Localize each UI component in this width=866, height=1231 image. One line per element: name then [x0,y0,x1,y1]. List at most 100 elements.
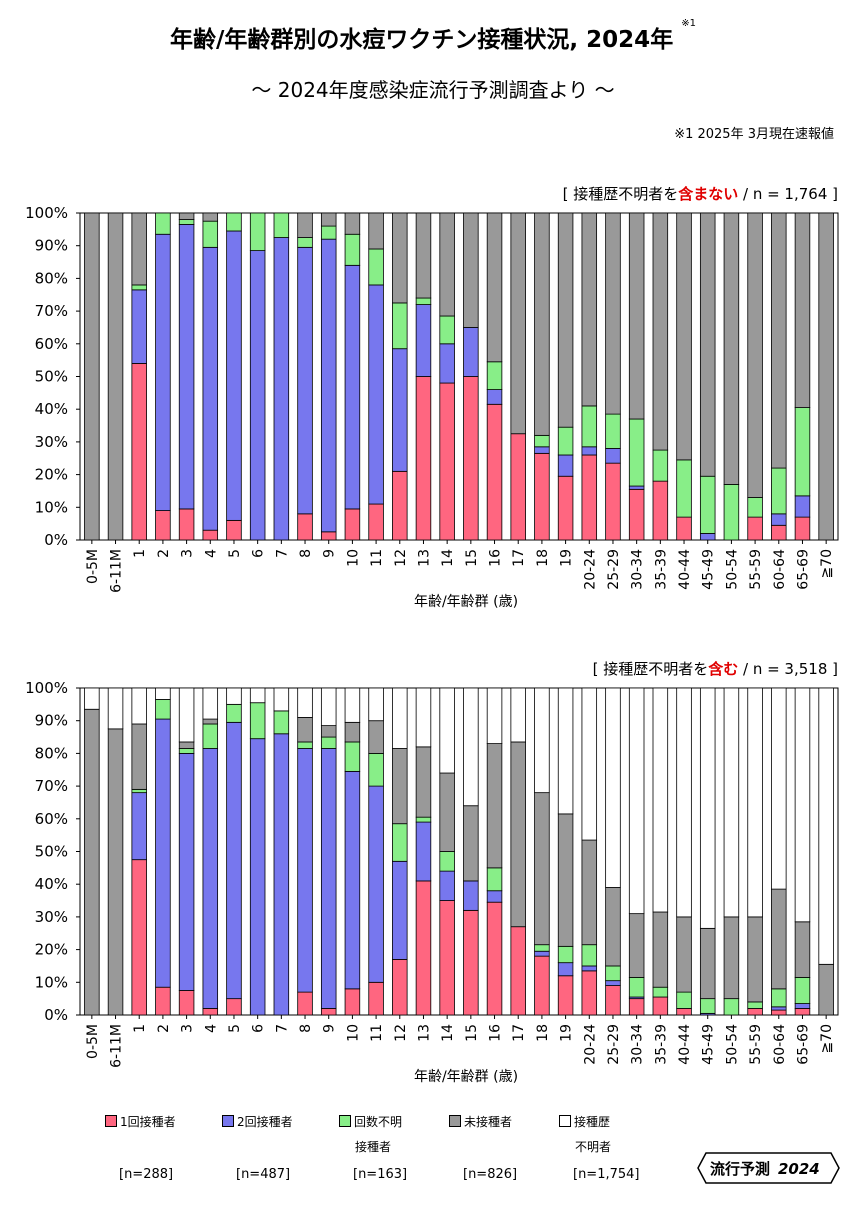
legend-item-history_unknown: 接種歴 不明者 [559,1113,611,1155]
legend-swatch [339,1115,351,1127]
bar-segment-unvaccinated [463,212,479,328]
bar-segment-unknown_count [368,248,384,286]
y-tick-label: 30% [35,908,68,926]
bar-segment-unknown_count [178,219,195,225]
x-tick-label: 11 [369,549,385,567]
legend-count: [n=288] [119,1167,174,1182]
bar-segment-once [155,986,171,1016]
bar-segment-twice [581,965,598,972]
bar-segment-unknown_count [344,741,361,772]
bar-segment-unvaccinated [178,741,195,749]
legend-label: 2回接種者 [237,1115,293,1129]
x-tick-label: 19 [559,549,575,567]
bar-segment-once [628,998,645,1016]
bar-segment-unvaccinated [534,212,550,436]
bar-segment-twice [605,448,621,464]
bar-segment-twice [368,785,384,983]
bar-segment-history_unknown [202,687,219,720]
x-tick-label: 65-69 [795,1024,811,1065]
bar-segment-unvaccinated [202,212,219,222]
legend-label: 未接種者 [464,1115,513,1129]
x-tick-label: 45-49 [701,549,717,590]
bar-segment-unknown_count [652,986,669,998]
bar-segment-unknown_count [771,467,787,515]
bar-segment-unknown_count [557,945,574,964]
bar-segment-unknown_count [368,753,384,787]
legend-swatch [449,1115,461,1127]
bar-segment-twice [486,890,503,903]
bar-segment-unvaccinated [628,913,645,978]
bar-segment-unknown_count [392,302,408,350]
bar-segment-twice [178,224,195,510]
x-tick-label: 5 [227,1024,243,1033]
bar-segment-history_unknown [628,687,645,915]
bar-segment-unvaccinated [818,963,834,1016]
bar-segment-history_unknown [415,687,432,748]
bar-segment-history_unknown [178,687,195,743]
chart-excluding-unknown: [ 接種歴不明者を含まない / n = 1,764 ]0%10%20%30%40… [25,185,839,610]
x-tick-label: 25-29 [606,1024,622,1065]
bar-segment-twice [557,962,574,977]
bar-segment-unknown_count [605,413,621,449]
bar-segment-unknown_count [747,1001,763,1009]
bar-segment-once [747,1008,763,1016]
bar-segment-twice [392,860,408,960]
bar-segment-twice [534,950,550,957]
bar-segment-once [510,926,526,1016]
bar-segment-once [178,508,195,541]
bar-segment-unvaccinated [392,212,408,304]
legend-label-line2: 接種者 [355,1140,392,1154]
x-tick-label: 16 [488,1024,504,1042]
bar-segment-once [344,988,361,1016]
bar-segment-once [557,975,574,1016]
bar-segment-once [415,880,432,1016]
x-tick-label: 35-39 [653,1024,669,1065]
legend-item-twice: 2回接種者 [222,1113,293,1130]
legend-swatch [105,1115,117,1127]
bar-segment-history_unknown [699,687,716,929]
bar-segment-twice [392,348,408,472]
x-tick-label: 20-24 [582,1024,598,1065]
legend-count: [n=487] [236,1167,291,1182]
bar-segment-unknown_count [202,220,219,248]
x-tick-label: 10 [345,1024,361,1042]
x-tick-label: 1 [132,1024,148,1033]
bar-segment-history_unknown [463,687,479,807]
x-tick-label: 15 [464,549,480,567]
bar-segment-unknown_count [486,867,503,892]
bar-segment-unvaccinated [652,212,669,451]
y-tick-label: 70% [35,777,68,795]
legend-item-unvaccinated: 未接種者 [449,1113,512,1130]
bar-segment-twice [131,289,147,364]
bar-segment-once [297,991,313,1016]
x-tick-label: 7 [274,549,290,558]
bar-segment-unknown_count [202,723,219,749]
y-tick-label: 40% [35,400,68,418]
bar-segment-once [202,1008,219,1016]
bar-segment-unvaccinated [818,212,834,541]
chart-title: 年齢/年齢群別の水痘ワクチン接種状況, 2024年 ※1 [170,18,696,53]
bar-segment-once [439,382,455,541]
x-tick-label: 7 [274,1024,290,1033]
x-tick-label: 30-34 [630,1024,646,1065]
bar-segment-once [794,516,811,541]
bar-segment-twice [297,246,313,515]
bar-segment-twice [794,1003,811,1009]
bar-segment-once [320,1008,337,1016]
bar-segment-once [581,454,598,541]
y-tick-label: 80% [35,744,68,762]
bar-segment-once [368,981,384,1016]
legend-count: [n=163] [353,1167,408,1182]
chart-including-unknown: [ 接種歴不明者を含む / n = 3,518 ] 0% 10% 20% 30% 40% 5… [25,660,839,1085]
bar-segment-unvaccinated [557,813,574,947]
x-tick-label: 18 [535,549,551,567]
bar-segment-once [628,488,645,541]
bar-segment-unknown_count [581,405,598,448]
bar-segment-unvaccinated [581,212,598,407]
badge-label: 流行予測 [710,1160,770,1178]
bar-segment-once [392,959,408,1016]
x-tick-label: 4 [203,549,219,558]
y-tick-label: 90% [35,712,68,730]
bar-segment-history_unknown [557,687,574,815]
bar-segment-unvaccinated [368,212,384,250]
